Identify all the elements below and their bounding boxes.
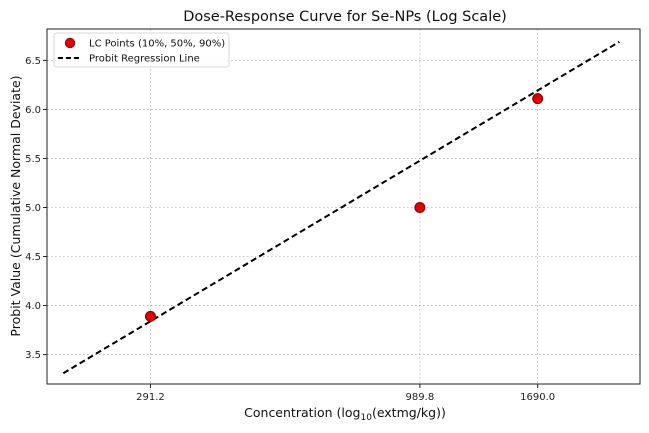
x-tick-label: 1690.0 bbox=[520, 392, 555, 403]
y-axis: 3.5 4.0 4.5 5.0 5.5 6.0 6.5 bbox=[25, 56, 47, 361]
legend-marker-lc-points bbox=[64, 37, 76, 49]
y-tick-label: 5.0 bbox=[25, 203, 41, 214]
y-axis-label: Probit Value (Cumulative Normal Deviate) bbox=[8, 75, 23, 336]
lc-point bbox=[144, 310, 156, 322]
legend: LC Points (10%, 50%, 90%) Probit Regress… bbox=[53, 32, 230, 68]
probit-regression-line bbox=[62, 40, 620, 375]
y-tick-label: 4.5 bbox=[25, 252, 41, 263]
plot-series bbox=[62, 40, 620, 375]
y-tick-label: 6.5 bbox=[25, 56, 41, 67]
legend-box bbox=[53, 32, 230, 68]
x-axis: 291.2 989.8 1690.0 bbox=[136, 384, 555, 403]
grid bbox=[47, 29, 640, 384]
chart-title: Dose-Response Curve for Se-NPs (Log Scal… bbox=[183, 9, 507, 25]
lc-point bbox=[532, 93, 544, 105]
x-tick-label: 291.2 bbox=[136, 392, 165, 403]
y-tick-label: 4.0 bbox=[25, 301, 41, 312]
x-tick-label: 989.8 bbox=[406, 392, 435, 403]
legend-label-regression-line: Probit Regression Line bbox=[89, 54, 200, 65]
plot-area bbox=[46, 28, 641, 385]
y-tick-label: 5.5 bbox=[25, 154, 41, 165]
y-tick-label: 3.5 bbox=[25, 350, 41, 361]
legend-label-lc-points: LC Points (10%, 50%, 90%) bbox=[89, 39, 225, 50]
y-tick-label: 6.0 bbox=[25, 105, 41, 116]
lc-point bbox=[414, 201, 426, 213]
x-axis-label: Concentration (log10(extmg/kg)) bbox=[244, 405, 446, 423]
